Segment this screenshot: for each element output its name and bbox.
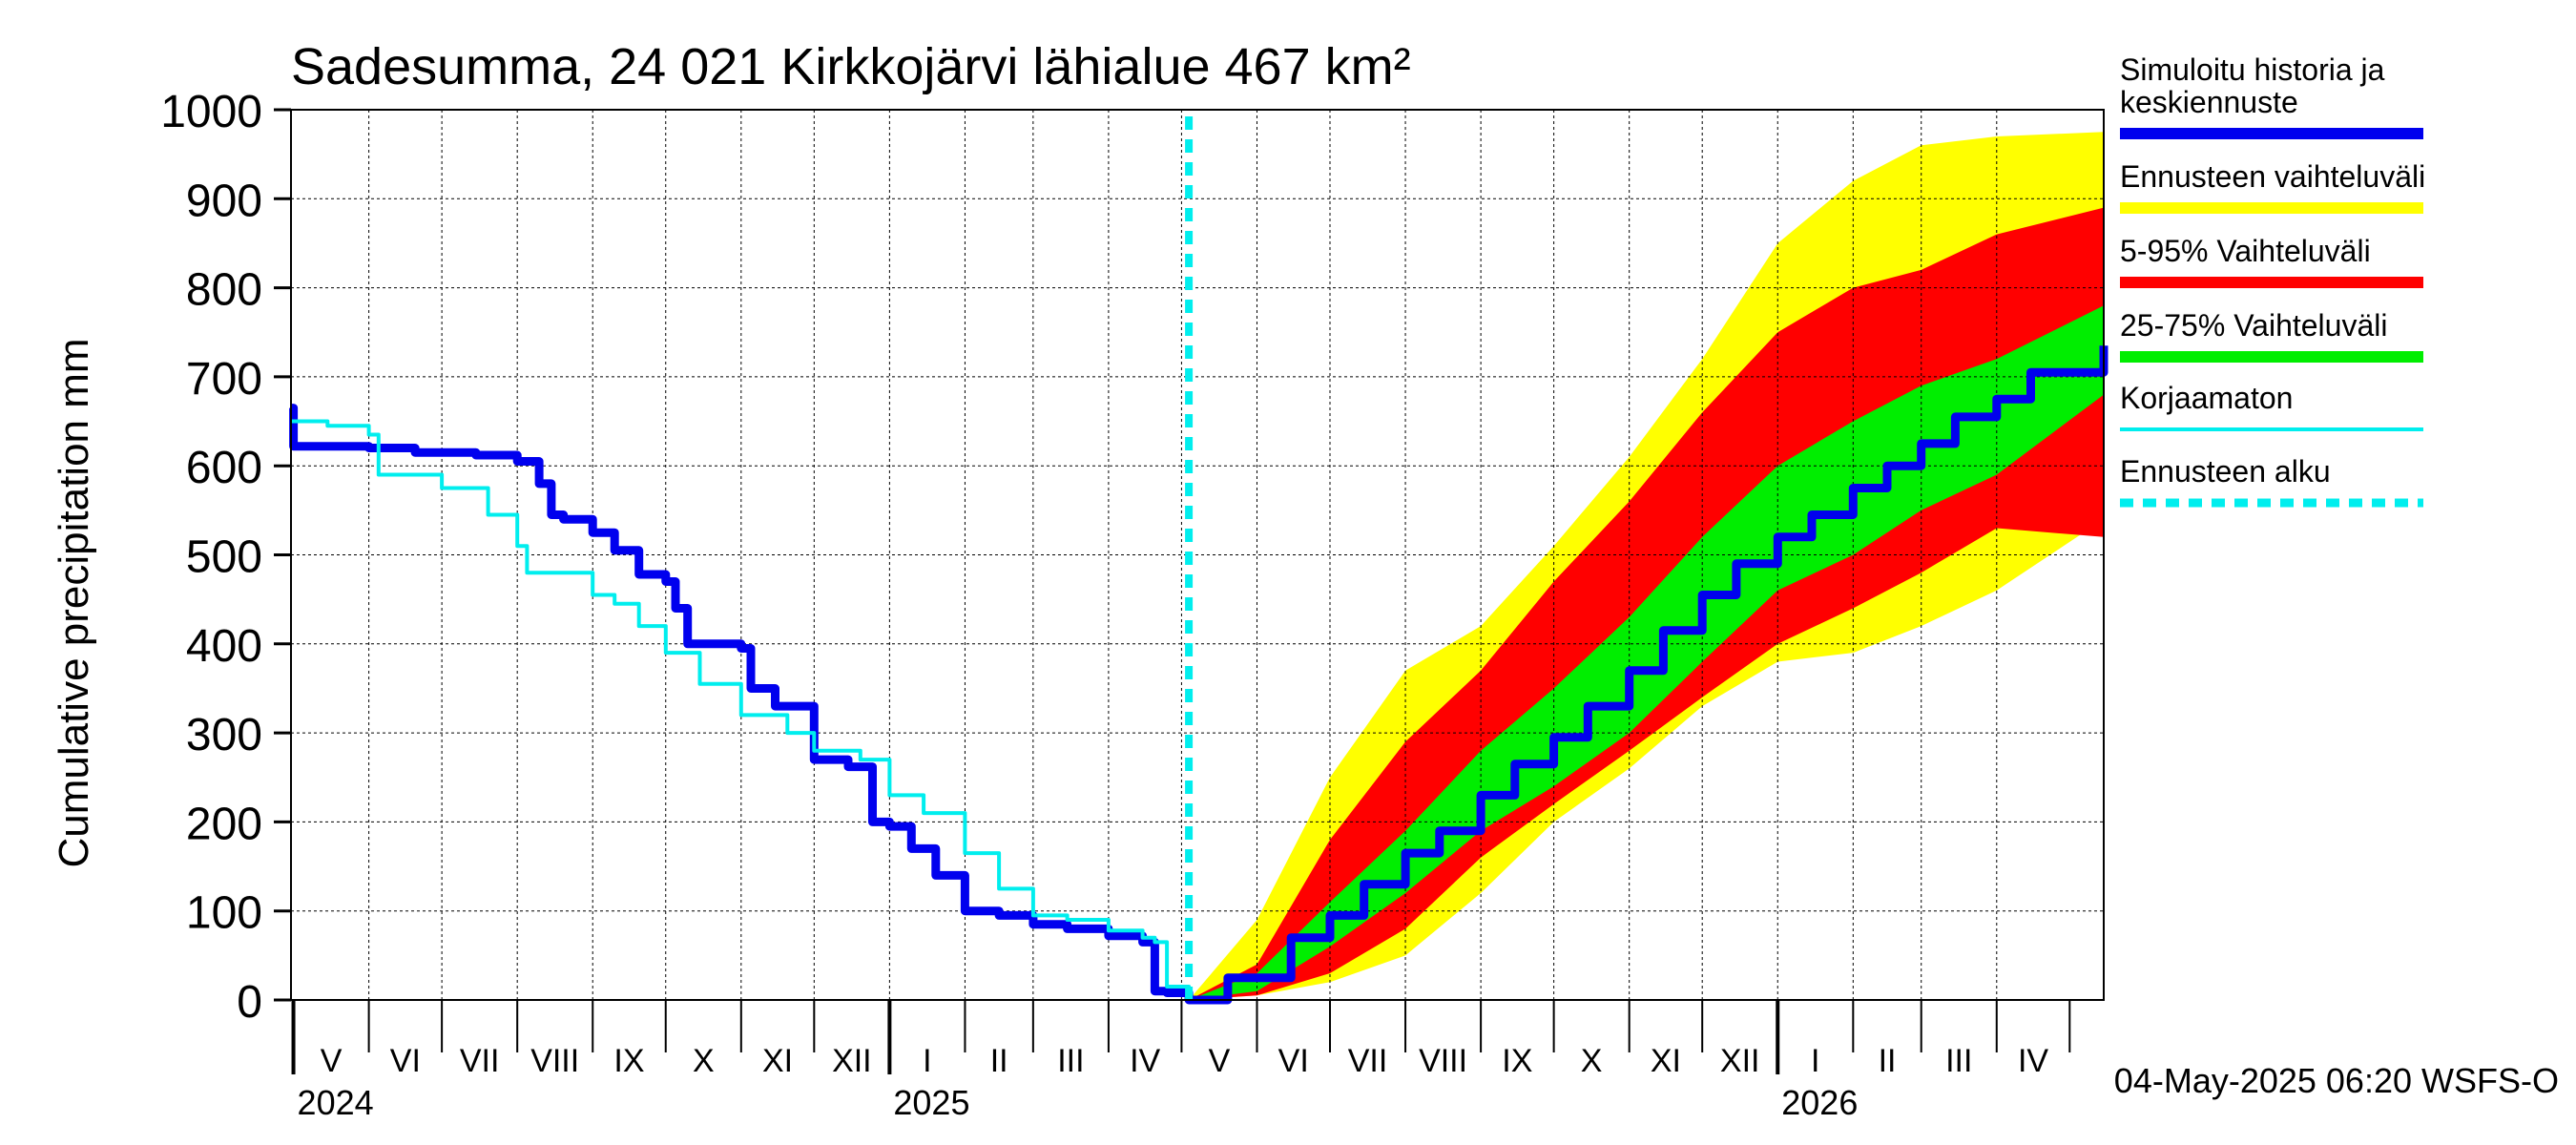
y-tick-label: 1000 bbox=[160, 87, 262, 137]
month-label: IV bbox=[2018, 1043, 2048, 1079]
month-label: VI bbox=[390, 1043, 421, 1079]
month-label: VI bbox=[1278, 1043, 1309, 1079]
y-tick-label: 200 bbox=[186, 799, 262, 849]
year-label: 2024 bbox=[298, 1083, 374, 1122]
month-label: XI bbox=[762, 1043, 793, 1079]
month-label: VIII bbox=[1419, 1043, 1467, 1079]
y-tick-label: 800 bbox=[186, 265, 262, 316]
legend-label: Korjaamaton bbox=[2120, 381, 2293, 415]
legend-label: 5-95% Vaihteluväli bbox=[2120, 234, 2371, 268]
month-label: IX bbox=[1502, 1043, 1532, 1079]
legend-label: 25-75% Vaihteluväli bbox=[2120, 308, 2387, 343]
month-label: I bbox=[923, 1043, 931, 1079]
month-label: VII bbox=[1348, 1043, 1388, 1079]
legend-label: Ennusteen vaihteluväli bbox=[2120, 159, 2425, 194]
plot-area bbox=[289, 109, 2109, 1005]
legend-label: keskiennuste bbox=[2120, 85, 2298, 119]
timestamp: 04-May-2025 06:20 WSFS-O bbox=[2114, 1061, 2559, 1100]
y-tick-label: 500 bbox=[186, 532, 262, 583]
year-label: 2025 bbox=[893, 1083, 969, 1122]
month-label: III bbox=[1945, 1043, 1972, 1079]
y-axis-label: Cumulative precipitation mm bbox=[51, 338, 97, 867]
month-label: XII bbox=[832, 1043, 872, 1079]
y-tick-label: 700 bbox=[186, 354, 262, 405]
chart-title: Sadesumma, 24 021 Kirkkojärvi lähialue 4… bbox=[291, 38, 1411, 95]
y-tick-label: 600 bbox=[186, 443, 262, 493]
month-label: III bbox=[1057, 1043, 1084, 1079]
month-label: II bbox=[990, 1043, 1008, 1079]
legend-label: Simuloitu historia ja bbox=[2120, 52, 2385, 87]
year-label: 2026 bbox=[1781, 1083, 1858, 1122]
y-tick-label: 100 bbox=[186, 888, 262, 939]
y-tick-label: 0 bbox=[237, 977, 262, 1028]
legend-label: Ennusteen alku bbox=[2120, 454, 2331, 489]
y-tick-label: 900 bbox=[186, 176, 262, 226]
band-2 bbox=[1189, 305, 2104, 1000]
y-tick-label: 300 bbox=[186, 710, 262, 760]
month-label: X bbox=[1581, 1043, 1603, 1079]
month-label: XII bbox=[1720, 1043, 1760, 1079]
month-label: VII bbox=[460, 1043, 500, 1079]
y-tick-label: 400 bbox=[186, 621, 262, 672]
series-line-1 bbox=[291, 419, 1192, 991]
month-label: IV bbox=[1130, 1043, 1160, 1079]
month-label: IX bbox=[613, 1043, 644, 1079]
month-label: V bbox=[321, 1043, 343, 1079]
month-label: II bbox=[1879, 1043, 1897, 1079]
month-label: VIII bbox=[530, 1043, 579, 1079]
month-label: V bbox=[1209, 1043, 1231, 1079]
month-label: X bbox=[693, 1043, 715, 1079]
month-label: XI bbox=[1651, 1043, 1681, 1079]
month-label: I bbox=[1811, 1043, 1819, 1079]
